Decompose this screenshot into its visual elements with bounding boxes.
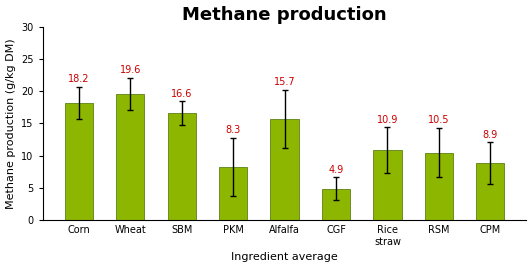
- Bar: [116, 94, 144, 220]
- Bar: [322, 189, 350, 220]
- Text: 18.2: 18.2: [68, 74, 89, 84]
- Text: 16.6: 16.6: [171, 89, 193, 99]
- Y-axis label: Methane production (g/kg DM): Methane production (g/kg DM): [5, 38, 15, 209]
- Bar: [270, 119, 298, 220]
- Bar: [168, 113, 196, 220]
- Bar: [373, 150, 402, 220]
- Text: 10.5: 10.5: [428, 116, 450, 125]
- Text: 4.9: 4.9: [328, 165, 344, 174]
- Bar: [476, 163, 504, 220]
- Bar: [64, 103, 93, 220]
- Bar: [219, 167, 247, 220]
- Text: 8.9: 8.9: [483, 130, 498, 140]
- Bar: [425, 152, 453, 220]
- Title: Methane production: Methane production: [182, 6, 387, 24]
- Text: 15.7: 15.7: [274, 77, 295, 87]
- Text: 8.3: 8.3: [226, 125, 240, 135]
- Text: 10.9: 10.9: [377, 115, 398, 125]
- Text: 19.6: 19.6: [120, 65, 141, 75]
- X-axis label: Ingredient average: Ingredient average: [231, 252, 338, 262]
